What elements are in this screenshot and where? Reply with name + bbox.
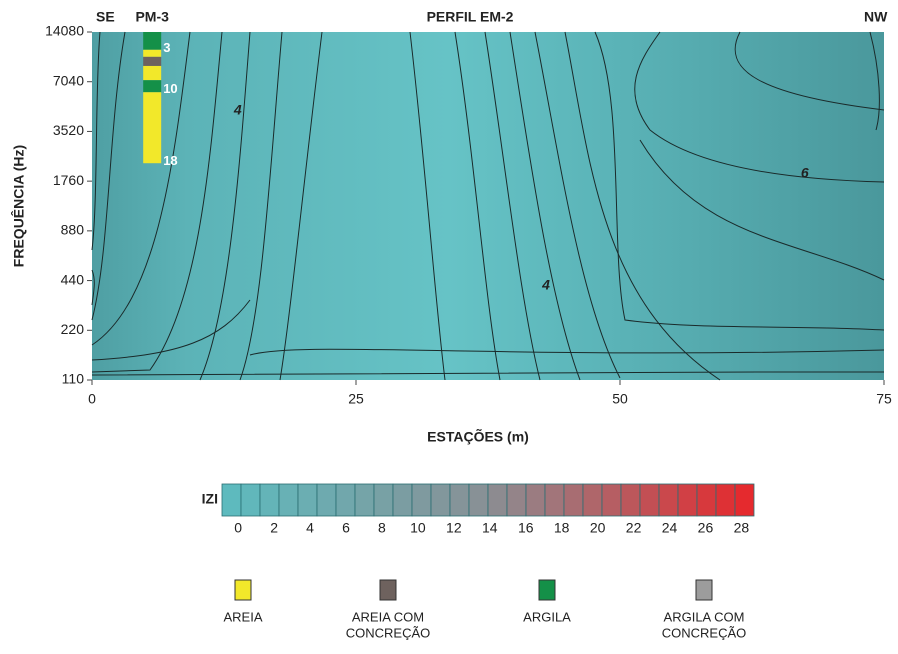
colorbar-tick-label: 16 [518,520,534,536]
colorbar-cell [659,484,678,516]
colorbar-cell [716,484,735,516]
colorbar-cell [526,484,545,516]
colorbar-cell [697,484,716,516]
colorbar-cell [412,484,431,516]
borehole-segment [143,92,161,163]
legend-label: ARGILA [523,609,571,624]
colorbar-cell [507,484,526,516]
contour-fill [92,32,884,380]
colorbar-cell [336,484,355,516]
x-tick-label: 75 [876,391,892,407]
x-tick-label: 0 [88,391,96,407]
borehole-segment [143,50,161,57]
colorbar-cell [374,484,393,516]
legend-swatch [235,580,251,600]
y-tick-label: 220 [61,321,85,337]
colorbar-cell [583,484,602,516]
x-tick-label: 25 [348,391,364,407]
colorbar-tick-label: 4 [306,520,314,536]
colorbar-cell [564,484,583,516]
contour-label: 4 [541,276,550,292]
legend-label: CONCREÇÃO [346,625,431,640]
colorbar-cell [317,484,336,516]
colorbar-cell [678,484,697,516]
colorbar-cell [545,484,564,516]
left-label: SE [96,9,115,25]
x-tick-label: 50 [612,391,628,407]
colorbar-label: IZI [202,491,218,507]
legend-swatch [539,580,555,600]
x-axis-label: ESTAÇÕES (m) [427,428,529,445]
colorbar-tick-label: 18 [554,520,570,536]
colorbar-tick-label: 22 [626,520,642,536]
legend-swatch [696,580,712,600]
borehole-segment [143,66,161,80]
chart-title: PERFIL EM-2 [427,9,514,25]
legend-label: ARGILA COM [664,609,745,624]
colorbar-cell [279,484,298,516]
legend-swatch [380,580,396,600]
borehole-segment [143,80,161,92]
legend-label: AREIA COM [352,609,424,624]
colorbar-cell [431,484,450,516]
colorbar-tick-label: 12 [446,520,462,536]
y-tick-label: 110 [62,371,85,387]
colorbar-tick-label: 14 [482,520,498,536]
colorbar-tick-label: 10 [410,520,426,536]
depth-label: 3 [163,40,170,55]
colorbar-cell [640,484,659,516]
colorbar-cell [393,484,412,516]
colorbar-cell [222,484,241,516]
colorbar-tick-label: 0 [234,520,242,536]
colorbar-tick-label: 2 [270,520,278,536]
colorbar-cell [450,484,469,516]
colorbar-cell [241,484,260,516]
colorbar-tick-label: 6 [342,520,350,536]
colorbar-cell [621,484,640,516]
colorbar-tick-label: 28 [734,520,750,536]
y-tick-label: 1760 [53,172,84,188]
contour-label: 4 [233,101,242,117]
y-tick-label: 7040 [53,72,84,88]
colorbar-cell [735,484,754,516]
colorbar-cell [355,484,374,516]
colorbar-tick-label: 24 [662,520,678,536]
colorbar-cell [469,484,488,516]
colorbar-cell [260,484,279,516]
borehole-segment [143,57,161,66]
chart: SE NW PERFIL EM-2 ESTAÇÕES (m) FREQUÊNCI… [0,0,898,649]
depth-label: 18 [163,153,177,168]
colorbar-tick-label: 8 [378,520,386,536]
borehole-segment [143,32,161,50]
y-axis-label: FREQUÊNCIA (Hz) [10,145,27,267]
colorbar-tick-label: 26 [698,520,714,536]
y-tick-label: 440 [61,271,85,287]
legend-label: AREIA [223,609,262,624]
right-label: NW [864,9,888,25]
legend-label: CONCREÇÃO [662,625,747,640]
y-tick-label: 3520 [53,122,84,138]
colorbar-tick-label: 20 [590,520,606,536]
colorbar-cell [602,484,621,516]
depth-label: 10 [163,81,177,96]
contour-label: 6 [801,164,809,180]
y-tick-label: 14080 [45,23,84,39]
colorbar-cell [298,484,317,516]
borehole-name: PM-3 [135,9,169,25]
plot-area [92,32,884,380]
colorbar-cell [488,484,507,516]
y-tick-label: 880 [61,222,85,238]
